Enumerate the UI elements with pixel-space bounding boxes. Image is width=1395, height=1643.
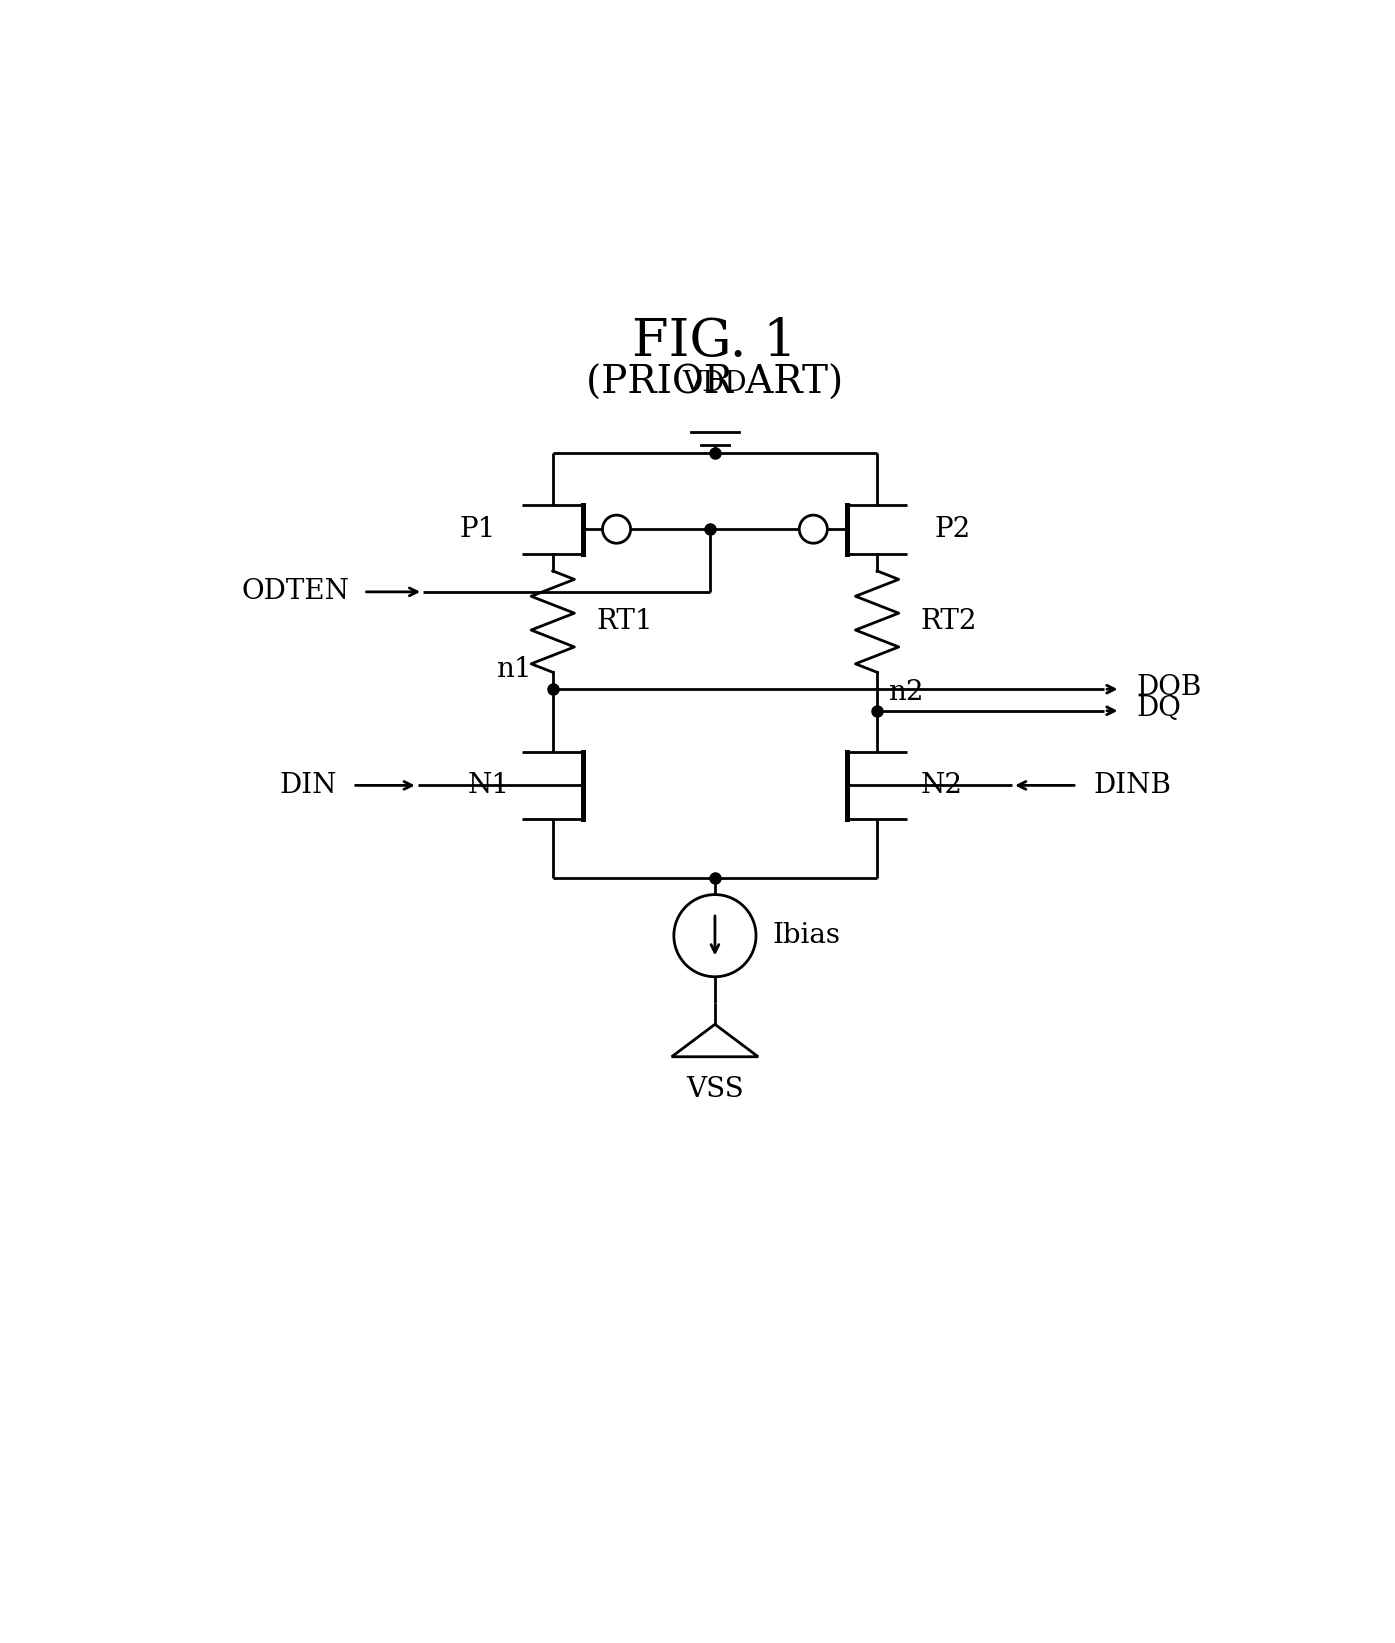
Text: P2: P2 bbox=[935, 516, 971, 542]
Text: DIN: DIN bbox=[279, 772, 336, 798]
Text: DINB: DINB bbox=[1094, 772, 1172, 798]
Text: VSS: VSS bbox=[686, 1076, 744, 1102]
Text: RT2: RT2 bbox=[921, 608, 976, 636]
Text: P1: P1 bbox=[459, 516, 495, 542]
Text: Ibias: Ibias bbox=[773, 922, 840, 950]
Text: N1: N1 bbox=[467, 772, 509, 798]
Text: DQ: DQ bbox=[1137, 695, 1182, 723]
Text: N2: N2 bbox=[921, 772, 963, 798]
Text: (PRIOR ART): (PRIOR ART) bbox=[586, 365, 844, 403]
Text: n1: n1 bbox=[495, 656, 531, 683]
Text: ODTEN: ODTEN bbox=[241, 578, 350, 605]
Text: n2: n2 bbox=[889, 680, 923, 706]
Text: VDD: VDD bbox=[682, 370, 748, 398]
Text: RT1: RT1 bbox=[596, 608, 653, 636]
Text: DQB: DQB bbox=[1137, 674, 1202, 700]
Text: FIG. 1: FIG. 1 bbox=[632, 315, 798, 366]
